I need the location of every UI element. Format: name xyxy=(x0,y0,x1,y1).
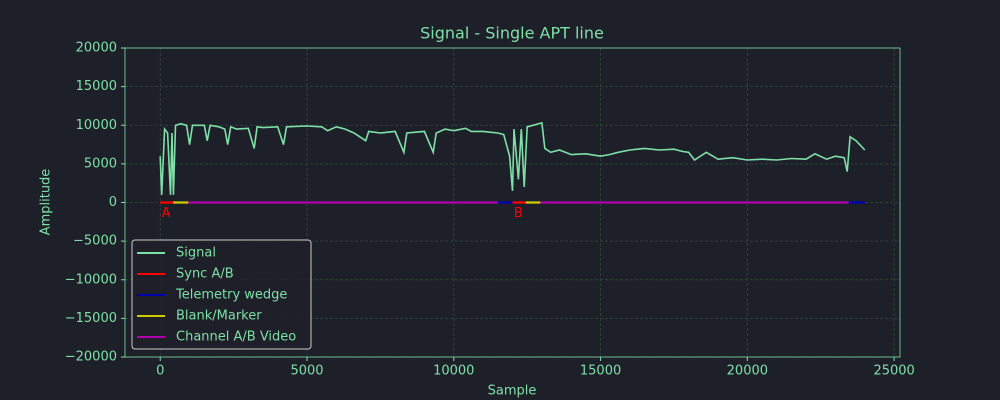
annotation: A xyxy=(162,206,171,221)
y-tick-label: 0 xyxy=(109,195,117,210)
x-tick-label: 5000 xyxy=(290,364,323,379)
legend-label: Signal xyxy=(176,246,216,261)
x-tick-label: 20000 xyxy=(727,364,768,379)
legend-label: Channel A/B Video xyxy=(176,330,296,345)
plot-frame xyxy=(124,47,901,358)
y-tick-label: 15000 xyxy=(76,79,117,94)
x-tick-label: 25000 xyxy=(873,364,914,379)
x-tick-label: 15000 xyxy=(580,364,621,379)
y-tick-label: 20000 xyxy=(76,41,117,56)
x-tick-label: 10000 xyxy=(433,364,474,379)
chart-title: Signal - Single APT line xyxy=(420,24,604,43)
y-axis-label: Amplitude xyxy=(39,169,54,236)
y-tick-label: −20000 xyxy=(65,350,117,365)
y-tick-label: 10000 xyxy=(76,118,117,133)
legend-label: Telemetry wedge xyxy=(175,288,287,303)
annotation: B xyxy=(514,206,523,221)
y-tick-label: −15000 xyxy=(65,311,117,326)
y-tick-label: 5000 xyxy=(84,156,117,171)
series-line xyxy=(159,121,866,195)
legend-label: Sync A/B xyxy=(176,267,234,282)
x-axis-label: Sample xyxy=(488,384,537,399)
legend-label: Blank/Marker xyxy=(176,309,262,324)
y-tick-label: −10000 xyxy=(65,272,117,287)
legend: Signal Sync A/B Telemetry wedge Blank/Marke… xyxy=(131,239,312,350)
y-tick-label: −5000 xyxy=(73,234,117,249)
x-tick-label: 0 xyxy=(156,364,164,379)
legend-box xyxy=(131,239,312,350)
